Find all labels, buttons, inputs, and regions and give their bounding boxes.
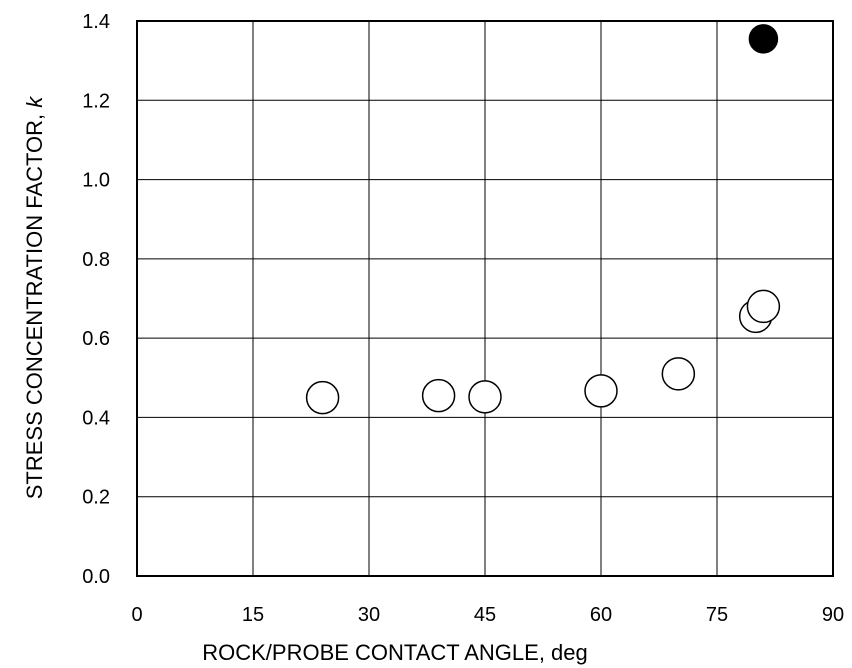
open-data-point	[746, 289, 781, 324]
tick-labels: 0 15 30 45 60 75 90 0.0 0.2 0.4 0.6 0.8 1.0 1.2 1.4	[82, 11, 844, 626]
y-tick-label: 0.8	[82, 249, 110, 271]
open-data-point	[468, 380, 502, 414]
plot-frame	[136, 20, 834, 577]
filled-data-point	[748, 24, 779, 54]
x-tick-label: 75	[706, 604, 728, 626]
x-tick-label: 0	[131, 604, 142, 626]
grid	[137, 21, 833, 576]
x-tick-label: 30	[358, 604, 380, 626]
x-tick-label: 45	[474, 604, 496, 626]
y-tick-label: 1.2	[82, 90, 110, 112]
open-data-point	[305, 380, 340, 415]
y-tick-label: 0.6	[82, 328, 110, 350]
open-data-point	[584, 374, 618, 408]
open-data-point	[661, 357, 696, 391]
data-points	[305, 24, 781, 415]
x-tick-label: 60	[590, 604, 612, 626]
y-tick-label: 0.0	[82, 566, 110, 588]
x-axis-label: ROCK/PROBE CONTACT ANGLE, deg	[202, 640, 588, 665]
open-data-point	[421, 378, 456, 413]
y-axis-label: STRESS CONCENTRATION FACTOR, k	[22, 96, 47, 500]
x-tick-label: 90	[822, 604, 844, 626]
y-tick-label: 0.4	[82, 407, 110, 429]
x-tick-label: 15	[242, 604, 264, 626]
y-tick-label: 0.2	[82, 487, 110, 509]
y-tick-label: 1.0	[82, 170, 110, 192]
y-tick-label: 1.4	[82, 11, 110, 33]
